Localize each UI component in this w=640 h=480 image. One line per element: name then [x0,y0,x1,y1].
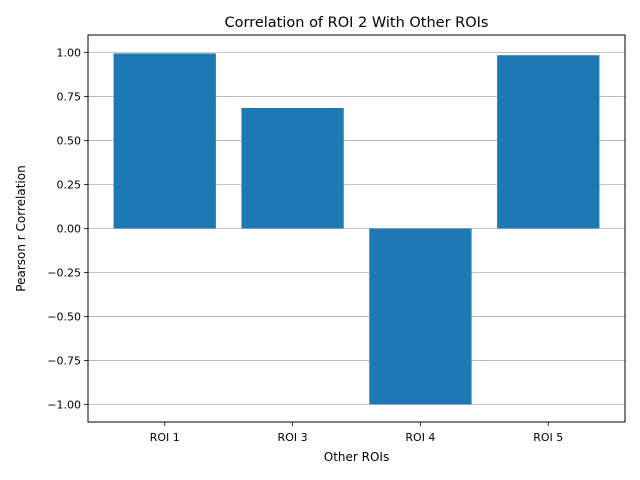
x-axis-label: Other ROIs [324,450,389,464]
y-tick-label: 0.00 [57,223,82,236]
bar-roi-3 [241,108,344,229]
x-tick-label: ROI 5 [533,431,563,444]
y-tick-label: 0.25 [57,179,82,192]
x-tick-label: ROI 3 [278,431,308,444]
y-axis-ticks: 1.00 0.75 0.50 0.25 0.00 −0.25 −0.50 −0.75 −1.00 [47,47,88,411]
bar-roi-4 [369,228,472,405]
bars [113,53,600,405]
y-axis-label: Pearson r Correlation [14,165,28,291]
y-tick-label: 1.00 [57,47,82,60]
bar-roi-1 [113,53,216,229]
y-tick-label: −0.25 [47,266,81,279]
x-tick-label: ROI 1 [150,431,180,444]
y-tick-label: 0.50 [57,135,82,148]
y-tick-label: −1.00 [47,398,81,411]
y-tick-label: 0.75 [57,91,82,104]
bar-roi-5 [497,55,600,229]
y-tick-label: −0.50 [47,310,81,323]
x-tick-label: ROI 4 [405,431,435,444]
chart-title: Correlation of ROI 2 With Other ROIs [225,15,489,31]
y-tick-label: −0.75 [47,354,81,367]
x-axis-ticks: ROI 1 ROI 3 ROI 4 ROI 5 [150,422,563,444]
